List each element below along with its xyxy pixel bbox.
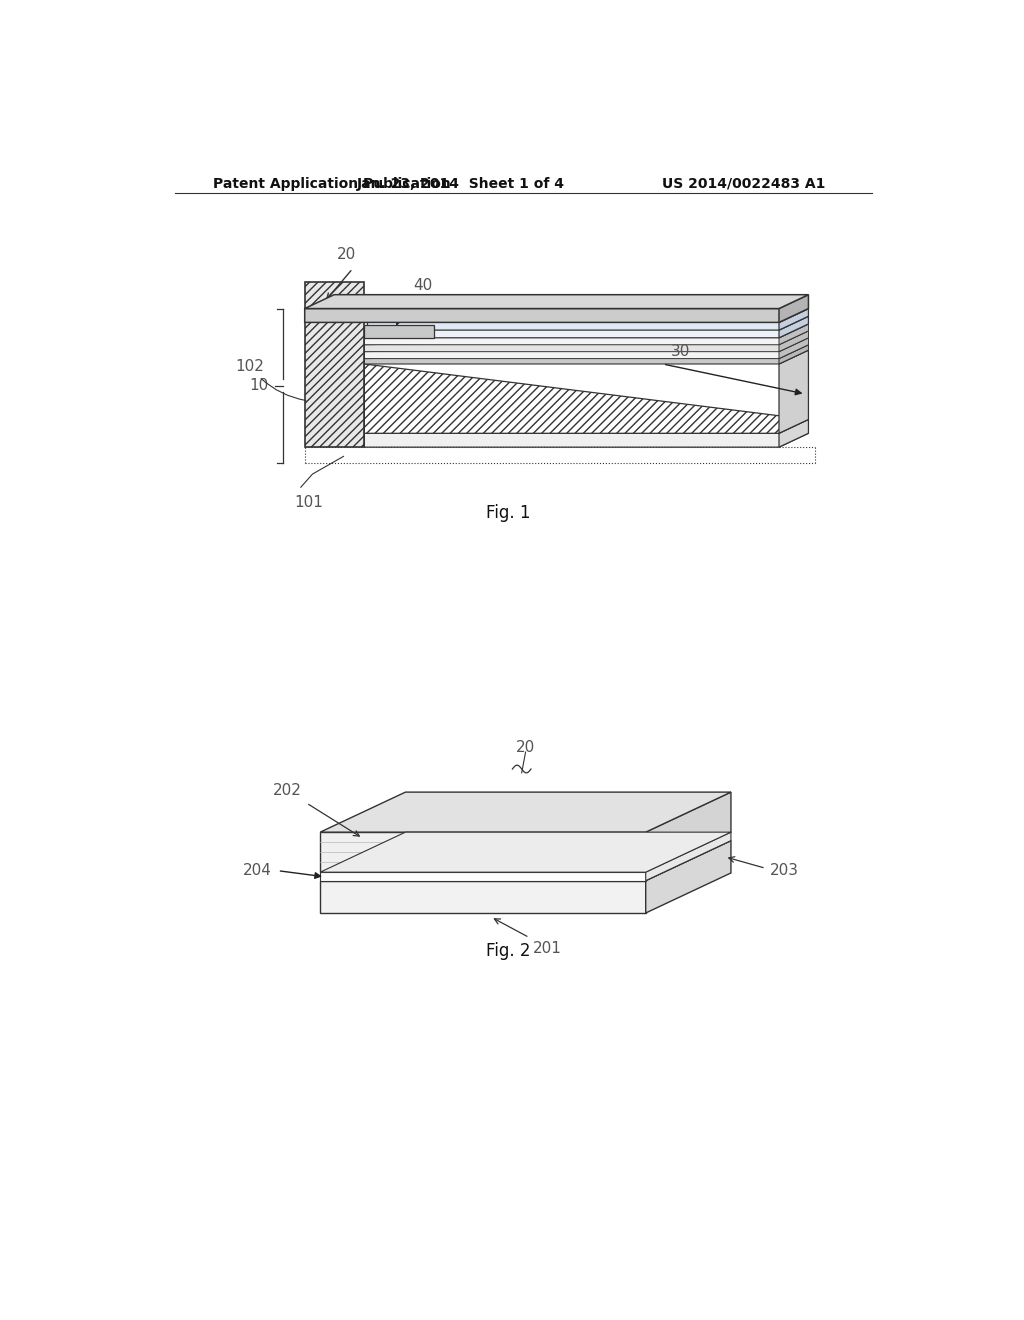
Text: 203: 203 [770, 863, 799, 878]
Polygon shape [365, 345, 809, 359]
Text: 204: 204 [244, 863, 272, 878]
Polygon shape [321, 873, 646, 880]
Polygon shape [779, 294, 809, 322]
Polygon shape [365, 433, 809, 447]
Polygon shape [779, 350, 809, 433]
Text: US 2014/0022483 A1: US 2014/0022483 A1 [663, 177, 825, 191]
Polygon shape [321, 832, 646, 873]
Text: 10: 10 [250, 378, 269, 393]
Text: 202: 202 [272, 783, 302, 799]
Polygon shape [646, 792, 731, 873]
Polygon shape [365, 326, 434, 338]
Text: 40: 40 [414, 279, 432, 293]
Text: Fig. 1: Fig. 1 [485, 504, 530, 521]
Text: Patent Application Publication: Patent Application Publication [213, 177, 451, 191]
Polygon shape [305, 294, 809, 309]
Polygon shape [365, 364, 809, 433]
Polygon shape [365, 331, 809, 345]
Polygon shape [779, 309, 809, 330]
Polygon shape [305, 281, 365, 447]
Polygon shape [321, 880, 646, 913]
Polygon shape [779, 345, 809, 364]
Text: 30: 30 [671, 343, 690, 359]
Text: 102: 102 [236, 359, 306, 400]
Polygon shape [646, 841, 731, 913]
Polygon shape [365, 338, 809, 351]
Text: 201: 201 [534, 941, 562, 956]
Text: Jan. 23, 2014  Sheet 1 of 4: Jan. 23, 2014 Sheet 1 of 4 [357, 177, 565, 191]
Polygon shape [779, 338, 809, 359]
Polygon shape [779, 420, 809, 447]
Polygon shape [321, 792, 731, 832]
Polygon shape [779, 323, 809, 345]
Polygon shape [321, 832, 731, 873]
Polygon shape [305, 309, 809, 322]
Polygon shape [646, 832, 731, 880]
Text: 101: 101 [294, 495, 323, 510]
Text: 20: 20 [337, 247, 356, 263]
Polygon shape [779, 317, 809, 338]
Polygon shape [321, 841, 731, 880]
Text: 20: 20 [516, 741, 536, 755]
Text: Fig. 2: Fig. 2 [485, 942, 530, 961]
Polygon shape [368, 323, 809, 338]
Polygon shape [779, 331, 809, 351]
Polygon shape [368, 317, 809, 330]
Polygon shape [365, 350, 809, 364]
